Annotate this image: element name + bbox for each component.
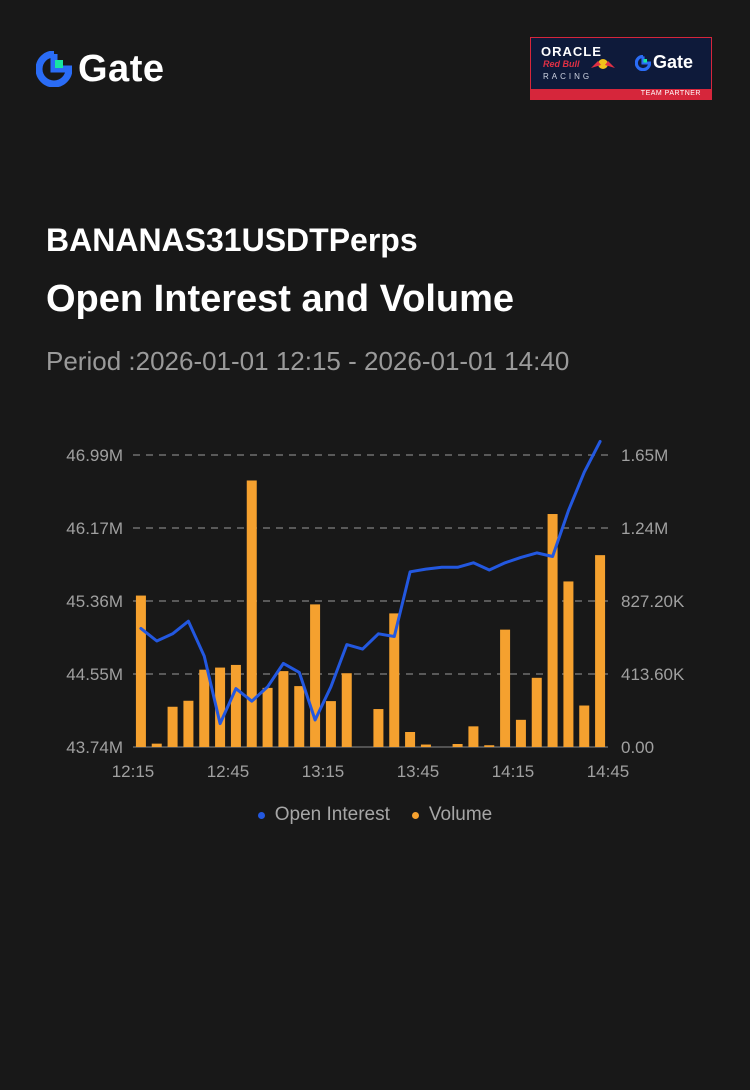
gate-logo-icon <box>36 51 72 87</box>
chart-grid <box>133 454 608 748</box>
open-interest-dot-icon <box>257 811 265 819</box>
partner-gate-icon <box>635 54 651 71</box>
volume-bar <box>389 613 400 747</box>
volume-bar <box>151 743 162 747</box>
logo-text: Gate <box>78 48 165 90</box>
legend-volume[interactable]: Volume <box>411 804 493 826</box>
partner-badge: ORACLE Red Bull RACING Gate TEAM PARTNER <box>530 37 712 100</box>
x-tick-label: 12:45 <box>207 762 250 781</box>
y-left-tick-label: 44.55M <box>66 665 123 684</box>
volume-bar <box>183 700 194 747</box>
volume-bar <box>262 687 273 747</box>
open-interest-polyline <box>139 440 602 726</box>
volume-bar <box>484 745 495 747</box>
volume-bar <box>230 664 241 747</box>
volume-bar <box>531 677 542 747</box>
x-tick-label: 13:15 <box>302 762 345 781</box>
chart-legend: Open Interest Volume <box>0 804 750 826</box>
volume-bar <box>215 667 226 747</box>
volume-bar <box>563 581 574 747</box>
period-range: Period :2026-01-01 12:15 - 2026-01-01 14… <box>46 346 570 376</box>
volume-bar <box>500 629 511 747</box>
partner-oracle-text: ORACLE <box>541 44 602 59</box>
y-right-tick-label: 1.65M <box>621 446 668 465</box>
volume-bar <box>278 671 289 747</box>
y-right-tick-label: 827.20K <box>621 592 685 611</box>
volume-bar <box>420 744 431 747</box>
x-tick-label: 14:15 <box>492 762 535 781</box>
volume-bar <box>595 555 606 747</box>
volume-dot-icon <box>411 811 419 819</box>
volume-bar <box>167 706 178 747</box>
y-left-tick-label: 45.36M <box>66 592 123 611</box>
volume-bar <box>373 709 384 747</box>
partner-gate-logo: Gate <box>635 52 693 73</box>
x-tick-label: 12:15 <box>112 762 155 781</box>
legend-volume-label: Volume <box>428 804 493 825</box>
x-tick-label: 14:45 <box>587 762 630 781</box>
y-left-tick-label: 46.99M <box>66 446 123 465</box>
open-interest-line <box>139 440 602 726</box>
oi-volume-chart: 46.99M 1.65M 46.17M 1.24M 45.36M 827.20K 44.55… <box>66 440 685 781</box>
volume-bar <box>579 705 590 747</box>
partner-gate-text: Gate <box>653 52 694 72</box>
volume-bar <box>246 480 257 747</box>
gate-logo: Gate <box>36 50 164 88</box>
volume-bar <box>405 731 416 747</box>
y-left-tick-label: 43.74M <box>66 738 123 757</box>
volume-bar <box>452 743 463 747</box>
y-left-tick-label: 46.17M <box>66 519 123 538</box>
legend-open-interest[interactable]: Open Interest <box>257 804 390 826</box>
y-right-tick-label: 1.24M <box>621 519 668 538</box>
chart-axes: 46.99M 1.65M 46.17M 1.24M 45.36M 827.20K 44.55… <box>66 446 685 781</box>
volume-bar <box>310 604 321 747</box>
partner-racing-text: RACING <box>543 72 593 81</box>
volume-bar <box>294 686 305 747</box>
volume-bar <box>325 701 336 747</box>
partner-redbull-text: Red Bull <box>543 59 580 69</box>
y-right-tick-label: 0.00 <box>621 738 654 757</box>
legend-open-interest-label: Open Interest <box>274 804 390 825</box>
contract-symbol: BANANAS31USDTPerps <box>46 222 418 258</box>
volume-bar <box>135 595 146 747</box>
volume-bar <box>547 514 558 747</box>
y-right-tick-label: 413.60K <box>621 665 685 684</box>
chart-title: Open Interest and Volume <box>46 278 515 320</box>
volume-bar <box>515 719 526 747</box>
team-partner-strip: TEAM PARTNER <box>531 89 711 99</box>
x-tick-label: 13:45 <box>397 762 440 781</box>
volume-bar <box>341 673 352 747</box>
volume-bars <box>135 480 606 747</box>
red-bull-icon <box>591 59 615 69</box>
volume-bar <box>199 669 210 747</box>
volume-bar <box>468 726 479 747</box>
